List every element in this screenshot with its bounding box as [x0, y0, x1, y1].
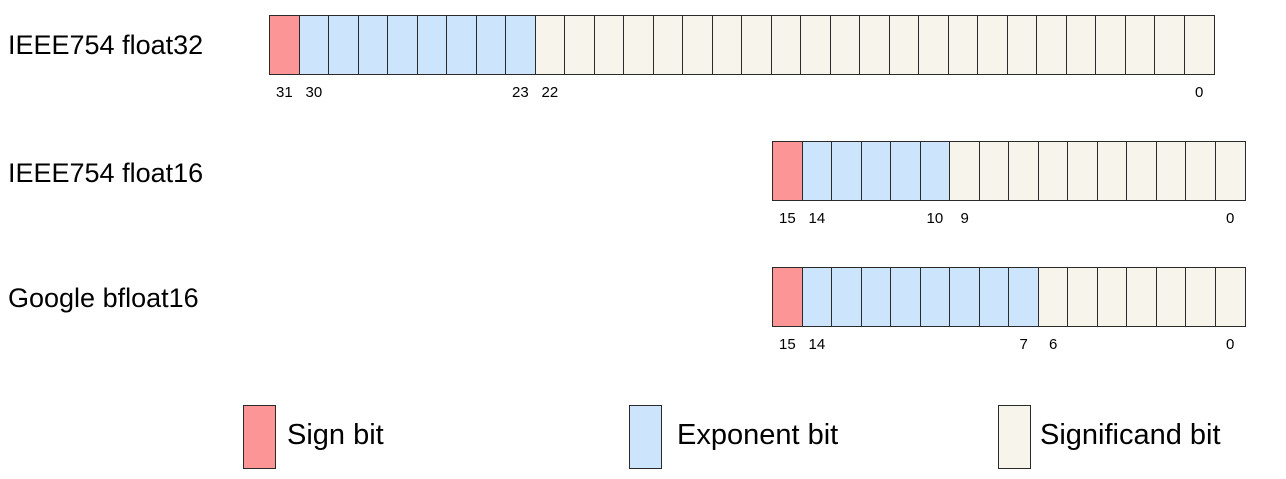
exponent-bit-cell — [475, 15, 507, 75]
significand-bit-cell — [949, 141, 980, 201]
exponent-bit-cell — [860, 141, 892, 201]
significand-bit-cell — [1037, 141, 1069, 201]
significand-bit-cell — [1096, 141, 1128, 201]
bit-index-label: 0 — [1226, 336, 1235, 353]
significand-bit-cell — [1095, 15, 1126, 75]
exponent-bit-cell — [801, 141, 833, 201]
significand-bit-cell — [534, 15, 566, 75]
significand-bit-cell — [829, 15, 861, 75]
legend-label-sign: Sign bit — [287, 419, 384, 451]
format-label: IEEE754 float32 — [8, 30, 204, 60]
legend-swatch-exponent — [629, 405, 662, 469]
significand-bit-cell — [1126, 267, 1157, 327]
bit-index-label: 0 — [1195, 84, 1204, 101]
bit-index-label: 10 — [926, 210, 944, 227]
significand-bit-cell — [1008, 141, 1039, 201]
significand-bit-cell — [888, 15, 920, 75]
significand-bit-cell — [1155, 141, 1187, 201]
exponent-bit-cell — [357, 15, 389, 75]
exponent-bit-cell — [328, 15, 359, 75]
significand-bit-cell — [918, 15, 949, 75]
bit-index-label: 7 — [1019, 336, 1028, 353]
exponent-bit-cell — [890, 141, 921, 201]
bit-index-label: 0 — [1226, 210, 1235, 227]
legend-swatch-sign — [243, 405, 276, 469]
significand-bit-cell — [623, 15, 654, 75]
bit-index-label: 14 — [808, 336, 826, 353]
bit-field — [772, 267, 1246, 327]
legend-swatch-significand — [998, 405, 1031, 469]
bit-index-label: 31 — [276, 84, 293, 101]
sign-bit-cell — [772, 267, 803, 327]
bit-index-label: 23 — [512, 84, 529, 101]
bit-index-label: 15 — [779, 210, 796, 227]
significand-bit-cell — [711, 15, 743, 75]
significand-bit-cell — [1036, 15, 1067, 75]
significand-bit-cell — [770, 15, 802, 75]
exponent-bit-cell — [801, 267, 833, 327]
sign-bit-cell — [772, 141, 803, 201]
exponent-bit-cell — [919, 267, 951, 327]
significand-bit-cell — [1067, 141, 1098, 201]
exponent-bit-cell — [831, 267, 862, 327]
bit-index-label: 6 — [1049, 336, 1058, 353]
exponent-bit-cell — [860, 267, 892, 327]
exponent-bit-cell — [446, 15, 477, 75]
bit-field — [269, 15, 1215, 75]
legend-label-significand: Significand bit — [1040, 419, 1221, 451]
bit-index-label: 9 — [960, 210, 969, 227]
significand-bit-cell — [1183, 15, 1215, 75]
significand-bit-cell — [1185, 141, 1216, 201]
significand-bit-cell — [652, 15, 684, 75]
format-label: Google bfloat16 — [8, 283, 199, 313]
significand-bit-cell — [1067, 267, 1098, 327]
bit-index-label: 14 — [808, 210, 826, 227]
exponent-bit-cell — [890, 267, 921, 327]
exponent-bit-cell — [949, 267, 980, 327]
significand-bit-cell — [741, 15, 772, 75]
exponent-bit-cell — [416, 15, 448, 75]
significand-bit-cell — [593, 15, 625, 75]
significand-bit-cell — [682, 15, 713, 75]
exponent-bit-cell — [298, 15, 330, 75]
significand-bit-cell — [977, 15, 1008, 75]
significand-bit-cell — [564, 15, 595, 75]
significand-bit-cell — [1214, 267, 1246, 327]
significand-bit-cell — [1185, 267, 1216, 327]
exponent-bit-cell — [831, 141, 862, 201]
significand-bit-cell — [1154, 15, 1185, 75]
significand-bit-cell — [800, 15, 831, 75]
significand-bit-cell — [859, 15, 890, 75]
exponent-bit-cell — [505, 15, 536, 75]
significand-bit-cell — [1126, 141, 1157, 201]
sign-bit-cell — [269, 15, 300, 75]
significand-bit-cell — [1155, 267, 1187, 327]
exponent-bit-cell — [978, 267, 1010, 327]
legend-label-exponent: Exponent bit — [677, 419, 839, 451]
bit-index-label: 30 — [305, 84, 323, 101]
format-label: IEEE754 float16 — [8, 158, 204, 188]
significand-bit-cell — [1096, 267, 1128, 327]
significand-bit-cell — [1065, 15, 1097, 75]
exponent-bit-cell — [1008, 267, 1039, 327]
significand-bit-cell — [947, 15, 979, 75]
significand-bit-cell — [1124, 15, 1156, 75]
exponent-bit-cell — [919, 141, 951, 201]
significand-bit-cell — [1006, 15, 1038, 75]
exponent-bit-cell — [387, 15, 418, 75]
bit-index-label: 22 — [541, 84, 559, 101]
significand-bit-cell — [978, 141, 1010, 201]
significand-bit-cell — [1214, 141, 1246, 201]
bit-index-label: 15 — [779, 336, 796, 353]
significand-bit-cell — [1037, 267, 1069, 327]
bit-field — [772, 141, 1246, 201]
